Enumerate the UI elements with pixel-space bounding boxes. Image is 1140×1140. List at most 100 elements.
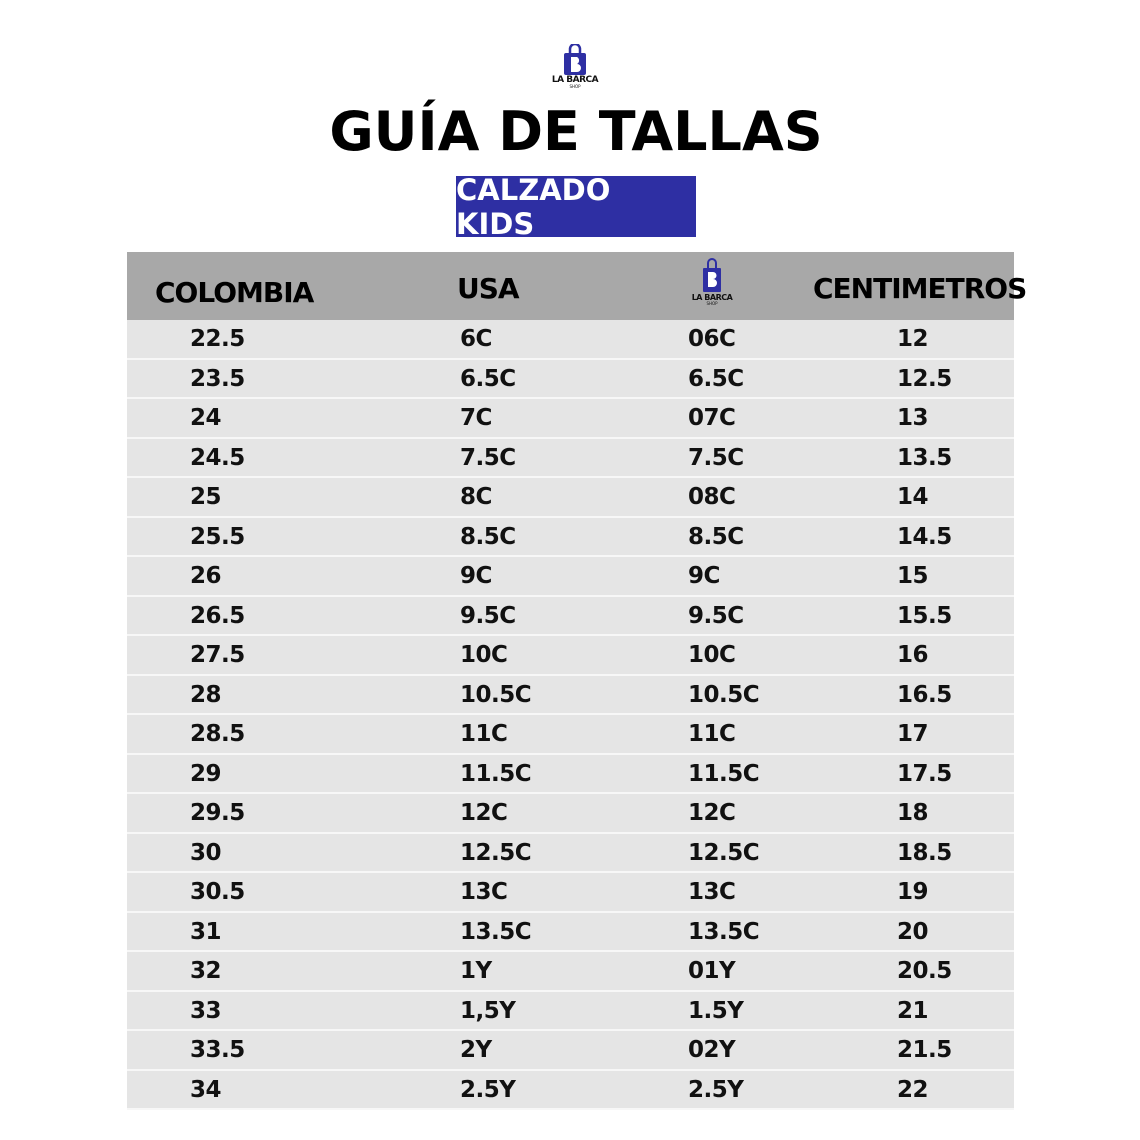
cell-labarca: 11C [688,721,736,747]
table-row: 26 9C 9C 15 [127,557,1014,597]
cell-usa: 2Y [460,1037,492,1063]
category-badge: CALZADO KIDS [456,173,696,241]
cell-usa: 12.5C [460,839,532,866]
table-row: 23.5 6.5C 6.5C 12.5 [127,359,1014,399]
cell-labarca: 11.5C [688,760,760,787]
cell-labarca: 8.5C [688,523,744,550]
table-row: 28 10.5C 10.5C 16.5 [127,675,1014,715]
cell-cm: 14 [897,484,929,510]
cell-labarca: 10C [688,642,736,668]
cell-cm: 18.5 [897,839,952,866]
table-row: 30.5 13C 13C 19 [127,873,1014,913]
cell-usa: 2.5Y [460,1076,516,1103]
cell-colombia: 30 [190,839,222,866]
cell-cm: 20.5 [897,958,952,984]
logo-sub: SHOP [706,301,718,306]
cell-colombia: 29 [190,760,222,787]
cell-cm: 17 [897,721,929,747]
cell-usa: 8.5C [460,523,516,550]
cell-labarca: 12.5C [688,839,760,866]
cell-usa: 9.5C [460,602,516,629]
cell-labarca: 13.5C [688,918,760,945]
cell-colombia: 26.5 [190,602,245,629]
page-title: GUÍA DE TALLAS [329,100,823,163]
cell-labarca: 9.5C [688,602,744,629]
cell-cm: 21.5 [897,1037,952,1063]
table-row: 26.5 9.5C 9.5C 15.5 [127,596,1014,636]
cell-cm: 13 [897,405,929,431]
cell-usa: 1Y [460,958,492,984]
logo-brand: LA BARCA [691,293,733,302]
cell-cm: 15.5 [897,602,952,629]
table-row: 32 1Y 01Y 20.5 [127,952,1014,992]
cell-cm: 20 [897,918,929,945]
cell-colombia: 30.5 [190,879,245,905]
cell-usa: 7C [460,405,492,431]
cell-colombia: 33.5 [190,1037,245,1063]
cell-colombia: 27.5 [190,642,245,668]
table-row: 24.5 7.5C 7.5C 13.5 [127,438,1014,478]
cell-cm: 17.5 [897,760,952,787]
shopping-bag-icon [564,44,586,75]
cell-labarca: 9C [688,563,720,589]
table-row: 22.5 6C 06C 12 [127,320,1014,360]
table-row: 29 11.5C 11.5C 17.5 [127,754,1014,794]
cell-cm: 16 [897,642,929,668]
cell-cm: 21 [897,997,929,1024]
cell-colombia: 24.5 [190,444,245,471]
cell-labarca: 08C [688,484,736,510]
cell-cm: 12 [897,326,929,352]
cell-usa: 13.5C [460,918,532,945]
cell-usa: 11.5C [460,760,532,787]
table-row: 29.5 12C 12C 18 [127,794,1014,834]
table-row: 33.5 2Y 02Y 21.5 [127,1031,1014,1071]
cell-colombia: 24 [190,405,222,431]
cell-usa: 6.5C [460,365,516,392]
cell-labarca: 7.5C [688,444,744,471]
cell-colombia: 28 [190,681,222,708]
cell-labarca: 02Y [688,1037,736,1063]
table-row: 24 7C 07C 13 [127,399,1014,439]
cell-colombia: 34 [190,1076,222,1103]
brand-logo: LA BARCA SHOP [545,44,605,89]
cell-usa: 9C [460,563,492,589]
cell-cm: 14.5 [897,523,952,550]
header-centimetros: CENTIMETROS [813,272,1027,305]
table-row: 25 8C 08C 14 [127,478,1014,518]
cell-usa: 11C [460,721,508,747]
cell-cm: 13.5 [897,444,952,471]
cell-cm: 18 [897,800,929,826]
cell-colombia: 23.5 [190,365,245,392]
cell-usa: 1,5Y [460,997,516,1024]
cell-usa: 7.5C [460,444,516,471]
cell-labarca: 07C [688,405,736,431]
cell-colombia: 25 [190,484,222,510]
cell-labarca: 01Y [688,958,736,984]
cell-labarca: 2.5Y [688,1076,744,1103]
table-row: 34 2.5Y 2.5Y 22 [127,1070,1014,1110]
cell-cm: 22 [897,1076,929,1103]
cell-colombia: 25.5 [190,523,245,550]
logo-sub: SHOP [569,84,581,89]
cell-usa: 12C [460,800,508,826]
table-header: COLOMBIA USA LA BARCA SHOP CENTIMETROS [127,252,1027,320]
header-colombia: COLOMBIA [155,276,314,309]
table-row: 30 12.5C 12.5C 18.5 [127,833,1014,873]
table-row: 25.5 8.5C 8.5C 14.5 [127,517,1014,557]
table-row: 31 13.5C 13.5C 20 [127,912,1014,952]
cell-usa: 10C [460,642,508,668]
cell-usa: 13C [460,879,508,905]
table-row: 33 1,5Y 1.5Y 21 [127,991,1014,1031]
cell-colombia: 32 [190,958,222,984]
table-row: 28.5 11C 11C 17 [127,715,1014,755]
cell-usa: 6C [460,326,492,352]
shopping-bag-icon [703,258,721,292]
table-row: 27.5 10C 10C 16 [127,636,1014,676]
cell-cm: 12.5 [897,365,952,392]
cell-labarca: 12C [688,800,736,826]
cell-labarca: 1.5Y [688,997,744,1024]
cell-labarca: 10.5C [688,681,760,708]
header-usa: USA [457,272,520,305]
size-table: COLOMBIA USA LA BARCA SHOP CENTIMETROS 2… [127,252,1027,1110]
cell-colombia: 33 [190,997,222,1024]
